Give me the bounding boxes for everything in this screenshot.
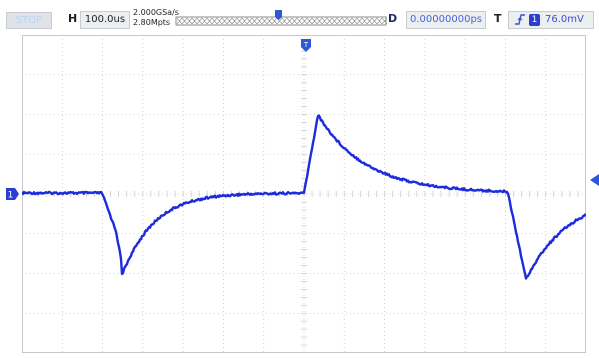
trigger-settings[interactable]: 1 76.0mV — [508, 11, 594, 29]
graticule — [22, 35, 586, 353]
trigger-level-arrow-icon[interactable] — [590, 174, 599, 186]
memory-depth: 2.80Mpts — [133, 18, 171, 27]
delay-label: D — [388, 12, 398, 25]
delay-value[interactable]: 0.00000000ps — [406, 11, 486, 29]
channel-1-trace — [22, 114, 586, 280]
trigger-label: T — [494, 12, 502, 25]
trigger-edge-icon — [515, 14, 525, 25]
horizontal-label: H — [68, 12, 78, 25]
top-status-bar: STOP H 100.0us 2.000GSa/s 2.80Mpts D 0.0… — [0, 0, 599, 34]
trigger-position-marker-icon[interactable]: T — [301, 39, 311, 53]
trigger-level-value: 76.0mV — [545, 14, 584, 25]
memory-overview-bar[interactable] — [175, 10, 387, 28]
svg-text:1: 1 — [8, 191, 14, 201]
waveform-display[interactable] — [22, 35, 586, 353]
timebase-value[interactable]: 100.0us — [80, 11, 130, 29]
svg-text:T: T — [303, 41, 309, 49]
channel-1-marker-icon[interactable]: 1 — [6, 188, 20, 200]
trigger-position-icon — [275, 10, 282, 20]
sample-rate: 2.000GSa/s — [133, 8, 179, 17]
run-stop-badge[interactable]: STOP — [6, 12, 52, 29]
trigger-source-badge: 1 — [529, 14, 540, 26]
